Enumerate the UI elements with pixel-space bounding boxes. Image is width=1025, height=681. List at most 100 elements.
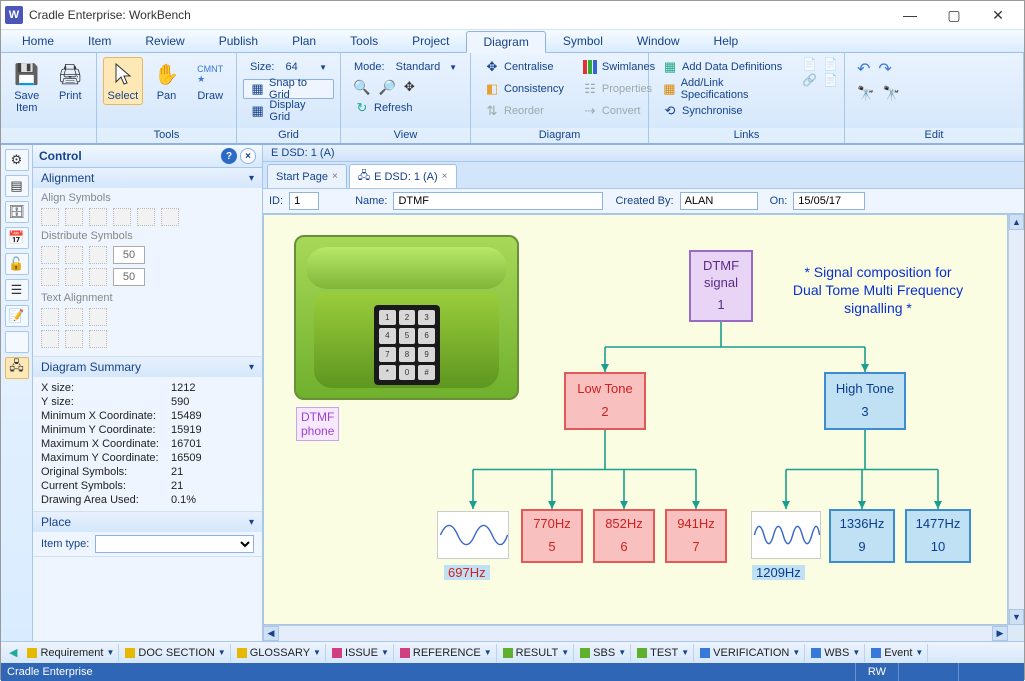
link-icon-1[interactable]: 📄: [802, 57, 817, 71]
menu-tools[interactable]: Tools: [333, 30, 395, 52]
diagram-node-root[interactable]: DTMFsignal1: [689, 250, 753, 322]
name-input[interactable]: [393, 192, 603, 210]
rail-settings-icon[interactable]: ⚙: [5, 149, 29, 171]
menu-item[interactable]: Item: [71, 30, 128, 52]
dist-btn[interactable]: [65, 246, 83, 264]
type-sbs[interactable]: SBS▼: [576, 644, 631, 662]
type-doc-section[interactable]: DOC SECTION▼: [121, 644, 230, 662]
diagram-canvas[interactable]: 123456789*0# DTMF phone * Signal composi…: [263, 214, 1008, 625]
redo-icon[interactable]: ↷: [878, 59, 891, 79]
undo-icon[interactable]: ↶: [857, 59, 870, 79]
type-wbs[interactable]: WBS▼: [807, 644, 865, 662]
scroll-left-icon[interactable]: ◀: [263, 626, 279, 641]
diagram-node-r6[interactable]: 852Hz6: [593, 509, 655, 563]
link-icon-2[interactable]: 📄: [823, 57, 838, 71]
menu-diagram[interactable]: Diagram: [466, 31, 545, 53]
save-item-button[interactable]: 💾Save Item: [7, 57, 47, 117]
link-icon-3[interactable]: 🔗: [802, 73, 817, 87]
help-icon[interactable]: ?: [221, 148, 237, 164]
rail-calendar-icon[interactable]: 📅: [5, 227, 29, 249]
dist-btn[interactable]: [89, 246, 107, 264]
dist-btn[interactable]: [89, 268, 107, 286]
type-event[interactable]: Event▼: [867, 644, 928, 662]
type-test[interactable]: TEST▼: [633, 644, 694, 662]
print-button[interactable]: 🖨Print: [51, 57, 91, 105]
doc-tab[interactable]: Start Page×: [267, 164, 347, 188]
dist-value-2[interactable]: 50: [113, 268, 145, 286]
rail-note-icon[interactable]: 📝: [5, 305, 29, 327]
pan-tool-button[interactable]: ✋Pan: [147, 57, 187, 105]
align-btn[interactable]: [137, 208, 155, 226]
find-icon[interactable]: 🔭: [857, 85, 874, 102]
item-type-select[interactable]: [95, 535, 254, 553]
close-tab-icon[interactable]: ×: [442, 171, 448, 182]
scroll-down-icon[interactable]: ▼: [1009, 609, 1024, 625]
select-tool-button[interactable]: Select: [103, 57, 143, 105]
rail-lock-icon[interactable]: 🔓: [5, 253, 29, 275]
move-icon[interactable]: ✥: [404, 79, 415, 96]
align-btn[interactable]: [113, 208, 131, 226]
alignment-section-header[interactable]: Alignment▾: [33, 168, 262, 188]
align-btn[interactable]: [41, 208, 59, 226]
add-link-specs-button[interactable]: ▦Add/Link Specifications: [655, 79, 792, 99]
maximize-button[interactable]: ▢: [932, 1, 976, 29]
link-icon-4[interactable]: 📄: [823, 73, 838, 87]
id-input[interactable]: [289, 192, 319, 210]
display-grid-button[interactable]: ▦Display Grid: [243, 101, 334, 121]
add-data-definitions-button[interactable]: ▦Add Data Definitions: [655, 57, 792, 77]
doc-tab[interactable]: 🖧E DSD: 1 (A)×: [349, 164, 457, 188]
refresh-button[interactable]: ↻Refresh: [347, 98, 464, 118]
scroll-right-icon[interactable]: ▶: [992, 626, 1008, 641]
scroll-up-icon[interactable]: ▲: [1009, 214, 1024, 230]
align-btn[interactable]: [65, 208, 83, 226]
dist-btn[interactable]: [41, 246, 59, 264]
talign-btn[interactable]: [89, 308, 107, 326]
draw-tool-button[interactable]: CMNT★Draw: [190, 57, 230, 105]
type-verification[interactable]: VERIFICATION▼: [696, 644, 805, 662]
consistency-button[interactable]: ◧Consistency: [477, 79, 571, 99]
rail-diagram-icon[interactable]: 🖧: [5, 357, 29, 379]
type-requirement[interactable]: Requirement▼: [23, 644, 119, 662]
type-glossary[interactable]: GLOSSARY▼: [233, 644, 326, 662]
menu-symbol[interactable]: Symbol: [546, 30, 620, 52]
talign-btn[interactable]: [89, 330, 107, 348]
menu-plan[interactable]: Plan: [275, 30, 333, 52]
vertical-scrollbar[interactable]: ▲▼: [1008, 214, 1024, 625]
created-by-input[interactable]: [680, 192, 758, 210]
menu-project[interactable]: Project: [395, 30, 466, 52]
menu-home[interactable]: Home: [5, 30, 71, 52]
close-button[interactable]: ✕: [976, 1, 1020, 29]
grid-size-field[interactable]: Size: 64▼: [243, 57, 334, 77]
snap-to-grid-button[interactable]: ▦Snap to Grid: [243, 79, 334, 99]
menu-help[interactable]: Help: [697, 30, 756, 52]
zoom-in-icon[interactable]: 🔍: [353, 79, 370, 96]
align-btn[interactable]: [161, 208, 179, 226]
place-section-header[interactable]: Place▾: [33, 512, 262, 532]
dist-btn[interactable]: [41, 268, 59, 286]
menu-window[interactable]: Window: [620, 30, 697, 52]
diagram-node-r7[interactable]: 941Hz7: [665, 509, 727, 563]
reorder-button[interactable]: ⇅Reorder: [477, 101, 571, 121]
zoom-out-icon[interactable]: 🔎: [378, 79, 395, 96]
rail-db-icon[interactable]: 🗄: [5, 201, 29, 223]
rail-blank-icon[interactable]: [5, 331, 29, 353]
close-tab-icon[interactable]: ×: [332, 171, 338, 182]
minimize-button[interactable]: —: [888, 1, 932, 29]
rail-grid-icon[interactable]: ▤: [5, 175, 29, 197]
horizontal-scrollbar[interactable]: ◀▶: [263, 625, 1008, 641]
close-panel-icon[interactable]: ×: [240, 148, 256, 164]
type-result[interactable]: RESULT▼: [499, 644, 575, 662]
talign-btn[interactable]: [65, 330, 83, 348]
talign-btn[interactable]: [41, 308, 59, 326]
diagram-node-b9[interactable]: 1336Hz9: [829, 509, 895, 563]
menu-review[interactable]: Review: [128, 30, 201, 52]
types-prev-icon[interactable]: ◀: [9, 646, 17, 659]
menu-publish[interactable]: Publish: [202, 30, 275, 52]
diagram-node-r5[interactable]: 770Hz5: [521, 509, 583, 563]
replace-icon[interactable]: 🔭: [882, 85, 899, 102]
created-on-input[interactable]: [793, 192, 865, 210]
talign-btn[interactable]: [41, 330, 59, 348]
align-btn[interactable]: [89, 208, 107, 226]
dist-btn[interactable]: [65, 268, 83, 286]
rail-list-icon[interactable]: ☰: [5, 279, 29, 301]
